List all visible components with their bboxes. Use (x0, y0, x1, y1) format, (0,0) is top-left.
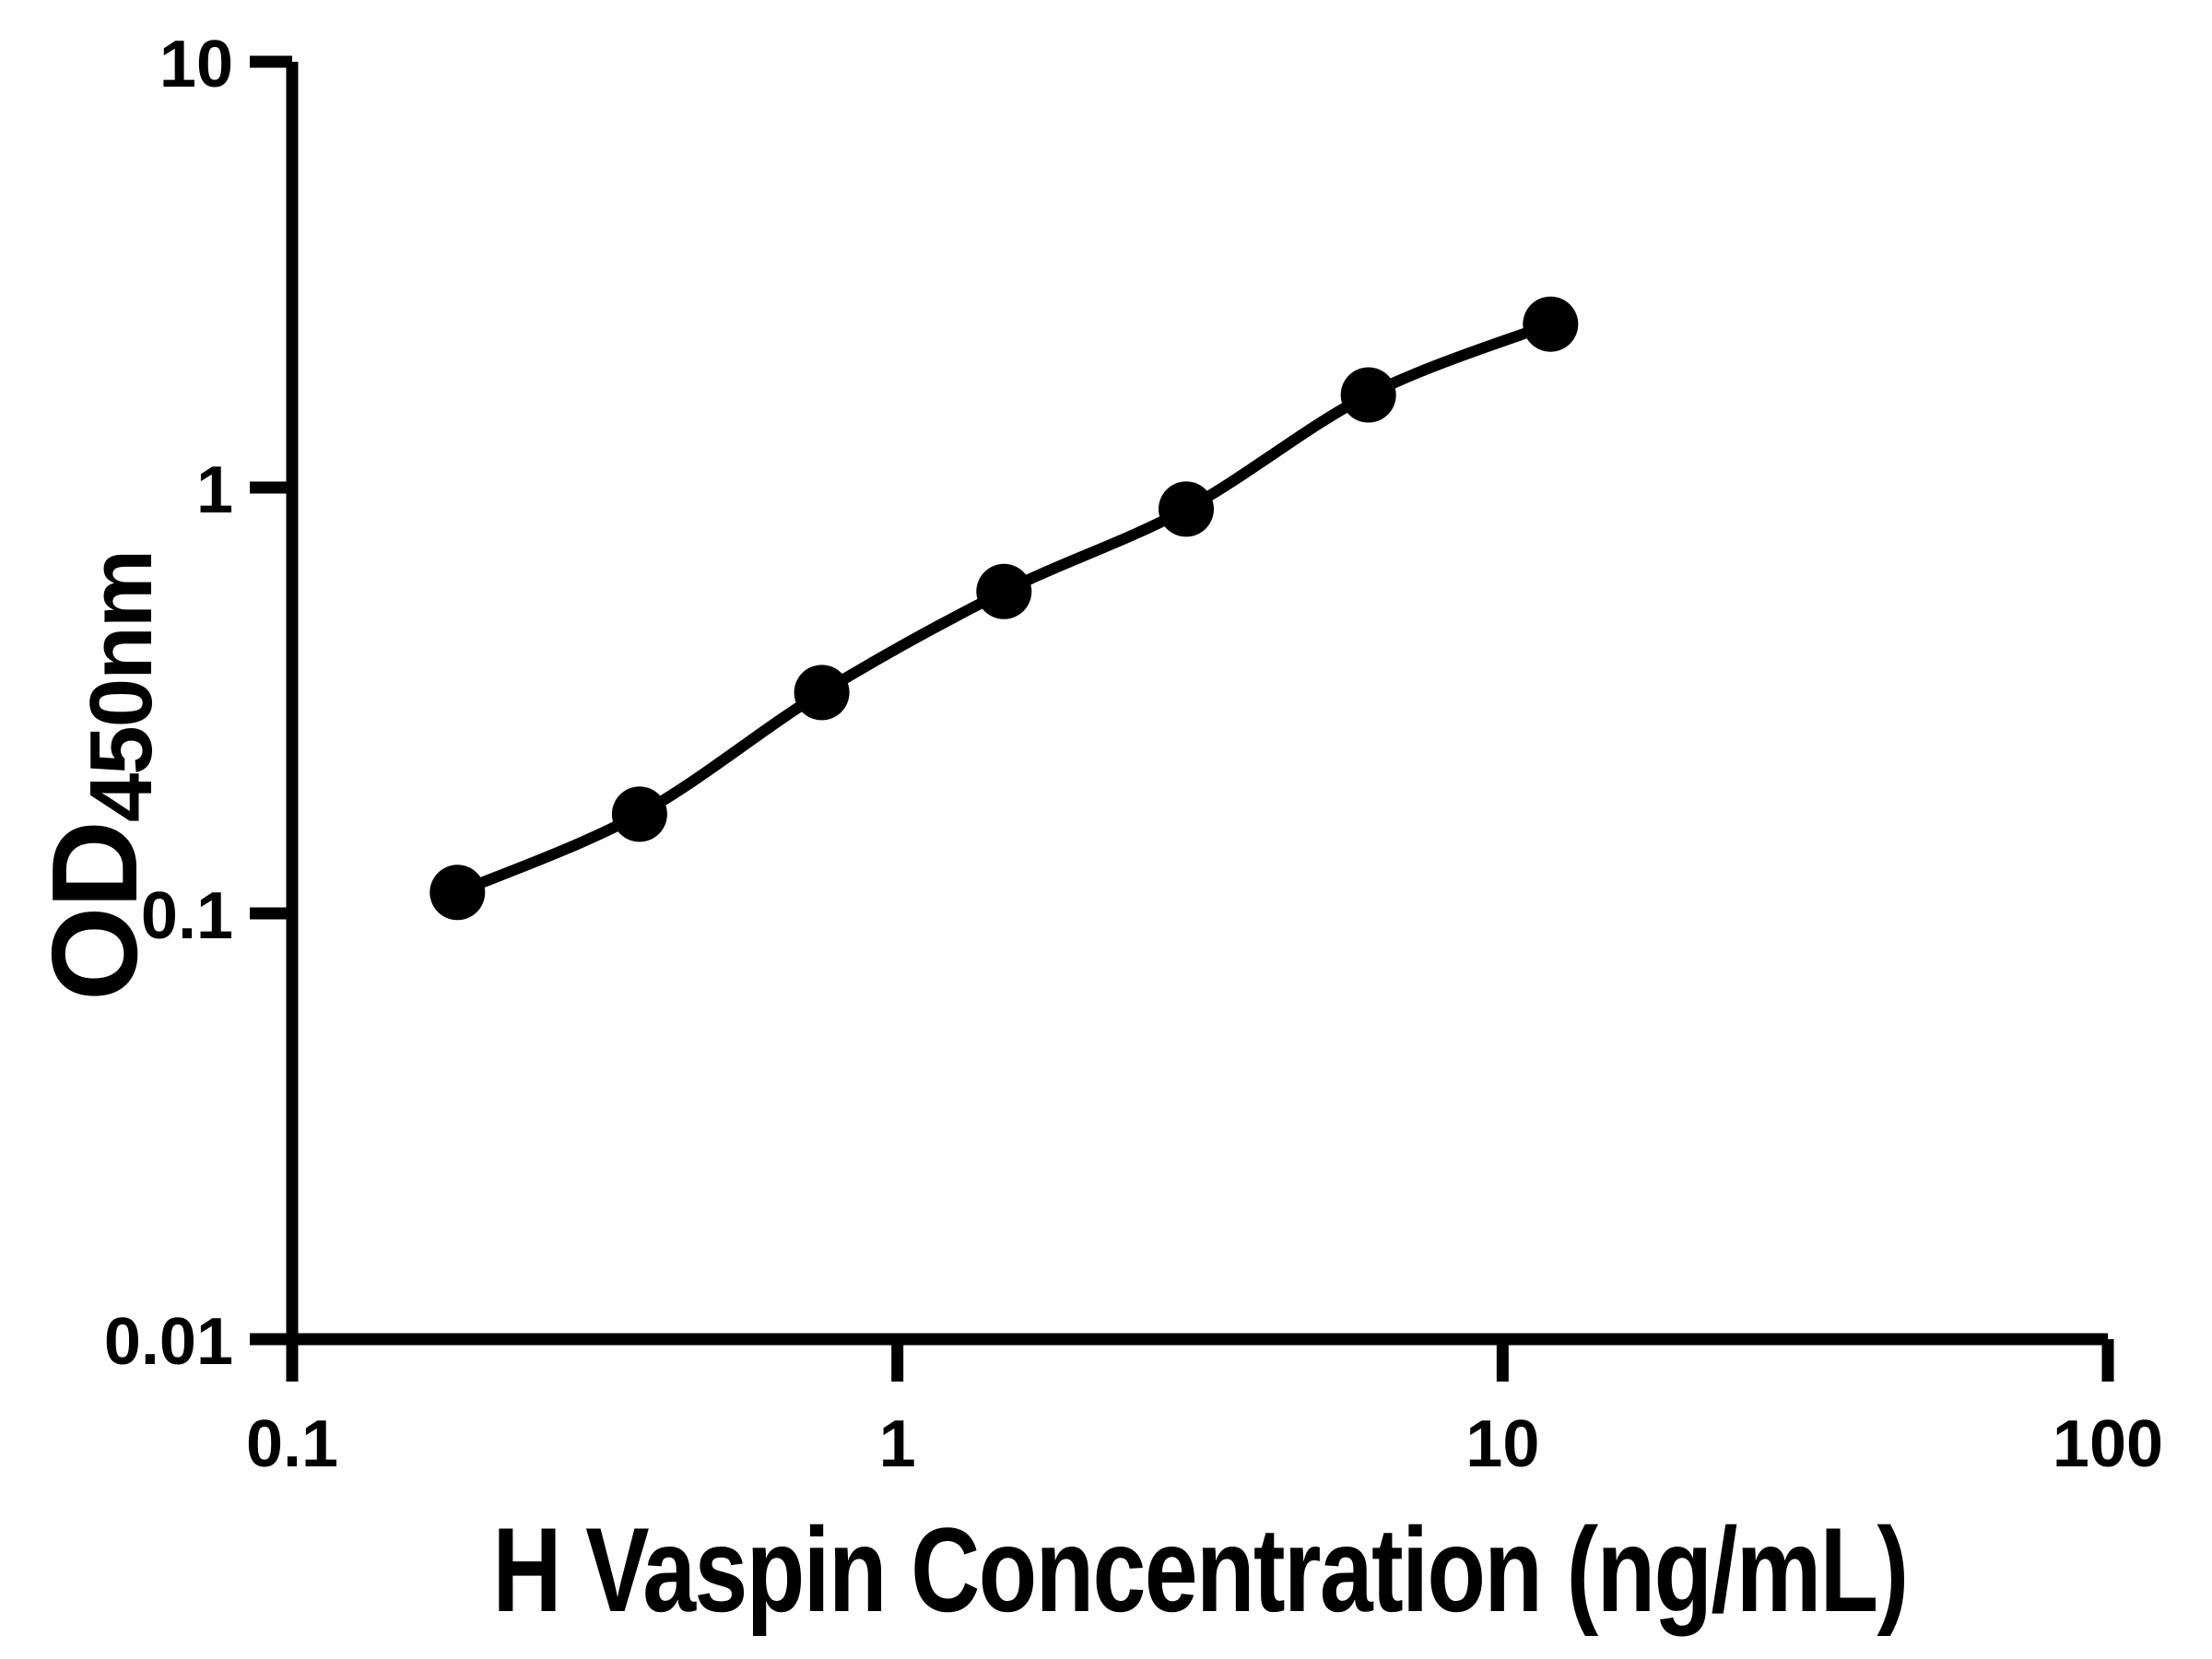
x-tick-label: 100 (2053, 1407, 2163, 1481)
y-axis-title-subscript: 450nm (72, 550, 171, 823)
y-tick-label: 0.01 (104, 1305, 233, 1379)
data-point (611, 786, 667, 842)
data-point (429, 865, 486, 921)
x-tick-label: 0.1 (246, 1407, 338, 1481)
axis-lines (286, 62, 2108, 1346)
y-tick-label: 10 (159, 28, 233, 101)
data-point (1523, 296, 1579, 352)
data-point (1340, 367, 1396, 423)
y-axis-title-main: OD (27, 822, 162, 1002)
x-axis-title: H Vaspin Concentration (ng/mL) (492, 1502, 1909, 1637)
data-point (794, 665, 850, 721)
x-tick-label: 1 (879, 1407, 916, 1481)
data-point (1159, 481, 1214, 537)
y-tick-label: 0.1 (141, 879, 233, 953)
x-tick-label: 10 (1465, 1407, 1539, 1481)
data-point (976, 563, 1032, 619)
y-axis-title: OD450nm (27, 551, 171, 1001)
y-tick-label: 1 (196, 453, 233, 527)
